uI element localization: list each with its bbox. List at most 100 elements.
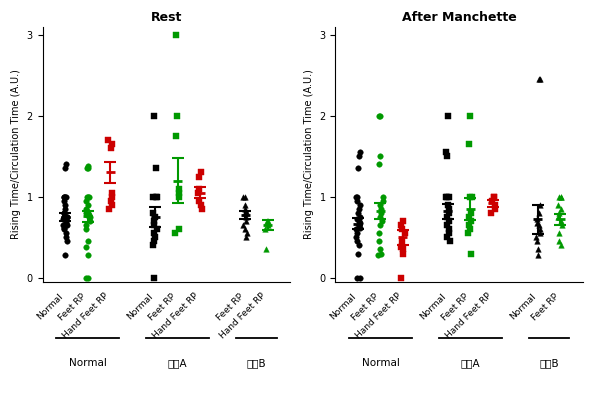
Point (238, 194, 248, 200)
Point (466, 226, 475, 232)
Point (554, 194, 564, 200)
Point (60, 165, 69, 172)
Point (444, 113, 453, 119)
Point (196, 202, 206, 208)
Point (377, 206, 386, 212)
Point (375, 153, 385, 160)
Point (174, 226, 184, 232)
Point (399, 250, 408, 256)
Point (149, 113, 159, 119)
Point (355, 149, 364, 155)
Point (374, 252, 383, 258)
Point (83, 202, 92, 208)
Point (150, 238, 159, 245)
Point (444, 218, 454, 224)
Point (148, 242, 158, 249)
Point (84, 210, 93, 216)
Point (446, 238, 455, 245)
Point (81, 275, 91, 281)
Point (172, 113, 182, 119)
Point (59, 198, 69, 204)
Point (352, 230, 362, 236)
Point (62, 238, 72, 245)
Point (84, 194, 93, 200)
Point (532, 219, 542, 226)
Point (557, 222, 567, 228)
Point (242, 208, 251, 215)
Y-axis label: Rising Time/Circulation Time (A.U.): Rising Time/Circulation Time (A.U.) (304, 69, 314, 239)
Point (149, 218, 159, 224)
Point (378, 198, 387, 204)
Point (355, 214, 365, 220)
Point (554, 202, 563, 208)
Text: Normal: Normal (362, 359, 399, 368)
Point (150, 234, 159, 240)
Point (442, 234, 451, 240)
Point (378, 218, 387, 224)
Point (352, 198, 362, 204)
Point (60, 194, 69, 200)
Point (466, 250, 476, 256)
Point (82, 194, 91, 200)
Point (82, 212, 91, 218)
Point (375, 222, 384, 228)
Point (534, 210, 544, 216)
Point (376, 210, 386, 216)
Point (85, 218, 94, 224)
Point (171, 32, 181, 38)
Point (239, 222, 248, 228)
Point (352, 226, 361, 232)
Point (396, 244, 406, 250)
Point (241, 218, 251, 224)
Point (374, 230, 384, 236)
Point (554, 210, 563, 216)
Point (375, 161, 384, 167)
Point (106, 198, 116, 204)
Point (531, 234, 541, 240)
Point (489, 194, 499, 200)
Point (467, 194, 477, 200)
Point (400, 230, 409, 236)
Point (489, 194, 498, 200)
Point (262, 218, 271, 224)
Point (554, 238, 563, 245)
Point (554, 214, 563, 220)
Y-axis label: Rising Time/Circulation Time (A.U.): Rising Time/Circulation Time (A.U.) (11, 69, 21, 239)
Point (83, 238, 93, 245)
Point (398, 218, 407, 224)
Point (174, 190, 184, 196)
Point (443, 194, 452, 200)
Point (535, 230, 545, 236)
Point (444, 210, 453, 216)
Point (533, 246, 543, 253)
Point (535, 226, 545, 232)
Point (81, 198, 90, 204)
Point (445, 194, 454, 200)
Point (148, 194, 158, 200)
Point (557, 194, 566, 200)
Point (554, 230, 564, 236)
Point (352, 194, 362, 200)
Point (62, 214, 71, 220)
Point (108, 194, 117, 200)
Point (171, 133, 181, 139)
Point (59, 214, 68, 220)
Point (83, 163, 93, 169)
Point (62, 214, 72, 220)
Point (61, 230, 70, 236)
Point (355, 218, 364, 224)
Point (444, 206, 453, 212)
Title: After Manchette: After Manchette (402, 11, 517, 24)
Point (375, 246, 385, 253)
Point (353, 210, 363, 216)
Point (242, 230, 252, 236)
Point (352, 216, 361, 223)
Point (242, 214, 251, 220)
Point (59, 225, 68, 231)
Point (398, 246, 407, 253)
Point (557, 242, 566, 249)
Point (354, 222, 364, 228)
Point (59, 194, 69, 200)
Point (534, 222, 544, 228)
Point (61, 219, 70, 226)
